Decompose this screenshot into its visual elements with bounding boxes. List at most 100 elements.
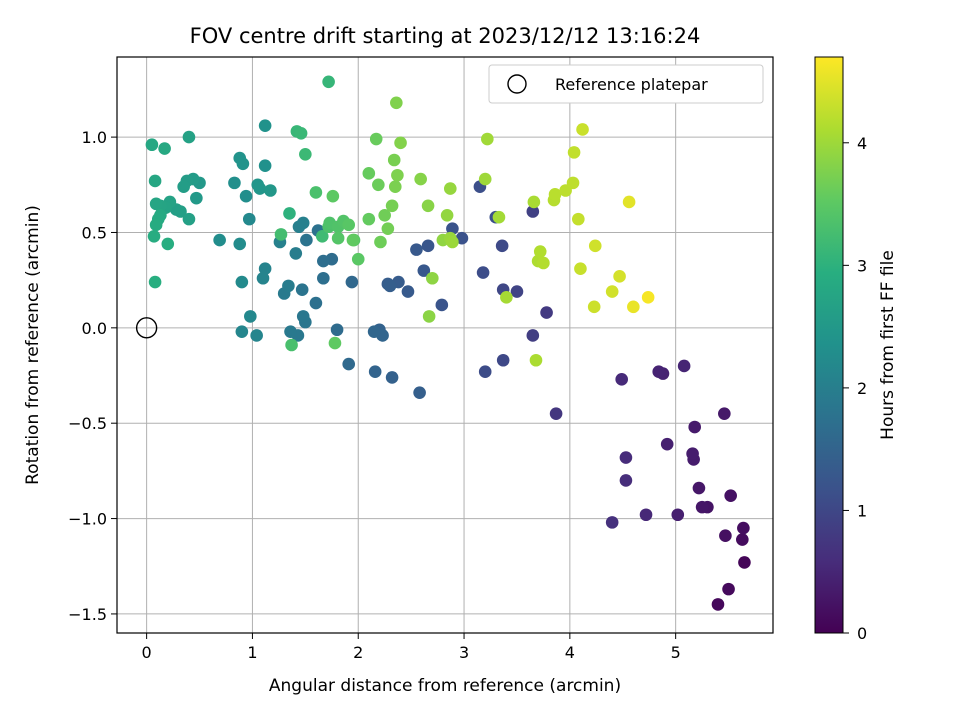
data-point [233,237,247,251]
plot-area-frame [116,56,774,634]
y-axis-label: Rotation from reference (arcmin) [23,205,43,485]
data-point [529,353,543,367]
data-point [330,323,344,337]
data-point [492,210,506,224]
data-point [383,279,397,293]
data-point [149,218,163,232]
data-point [309,186,323,199]
data-point [639,508,653,522]
data-point [722,582,735,596]
data-point [724,489,737,502]
data-point [476,266,490,279]
data-point [622,195,636,209]
data-point [369,132,383,146]
x-tick-label: 5 [671,643,681,662]
data-point [527,195,541,209]
data-point [615,373,628,386]
data-point [285,338,298,352]
data-point [548,188,562,201]
data-point [385,199,399,213]
data-point [351,252,365,266]
data-point [478,365,492,379]
data-point [182,212,196,226]
data-point [367,325,381,338]
grid-lines [117,57,773,633]
data-point [244,310,257,323]
data-point [435,298,449,312]
data-point [549,407,563,420]
data-point [345,275,359,289]
data-point [390,96,403,110]
data-point [587,300,601,314]
data-point [619,474,633,487]
data-point [296,310,310,323]
data-point [478,172,492,186]
data-point [566,176,580,190]
data-point [711,598,725,611]
colorbar-tick-label: 0 [857,624,867,643]
x-tick-label: 4 [565,643,575,662]
data-point [250,329,263,342]
data-point [190,191,203,205]
data-point [388,180,402,193]
reference-platepar-marker [135,317,158,339]
data-point [342,357,356,371]
data-point [410,243,423,256]
data-point [686,447,699,461]
data-point [239,189,253,203]
data-point [567,146,581,159]
data-point [500,291,513,304]
data-point [228,176,241,190]
data-point [264,184,277,197]
data-point [510,285,524,298]
data-point [161,237,175,251]
data-point [368,365,382,379]
data-point [446,235,459,249]
data-point [284,325,297,338]
data-point [394,136,407,150]
data-point [652,365,666,379]
data-point [537,256,550,270]
data-point [422,310,436,323]
colorbar-ticks: 0 1 2 3 4 [843,134,867,643]
data-point [317,271,330,285]
data-point [149,197,163,211]
data-point [496,353,510,367]
data-point [526,205,540,218]
data-point [283,207,296,220]
data-point [719,529,732,543]
data-point [660,437,674,451]
data-point [299,147,312,161]
data-point [613,270,626,283]
data-point [328,336,342,350]
y-tick-label: 1.0 [82,128,107,147]
x-axis-label: Angular distance from reference (arcmin) [269,676,621,696]
data-point [300,233,313,247]
data-point [446,222,459,235]
data-point [213,233,226,247]
data-point [572,212,585,226]
y-tick-label: −1.5 [68,605,107,624]
x-axis-ticks: 0 1 2 3 4 5 [142,633,681,662]
data-point [147,229,161,243]
data-point [362,167,376,180]
data-point [242,212,256,226]
data-point [391,168,404,182]
data-point [158,142,171,155]
data-point [688,420,702,434]
data-point [718,407,731,420]
data-point [421,239,435,253]
data-point [315,229,329,243]
data-point [296,216,310,230]
data-point [258,159,272,173]
data-point [443,182,457,195]
y-tick-label: −0.5 [68,414,107,433]
data-point [381,222,395,235]
x-tick-label: 0 [142,643,152,662]
data-point [605,516,619,529]
data-point [362,212,376,226]
x-tick-label: 3 [459,643,469,662]
data-point [294,126,308,140]
data-point [641,291,655,304]
